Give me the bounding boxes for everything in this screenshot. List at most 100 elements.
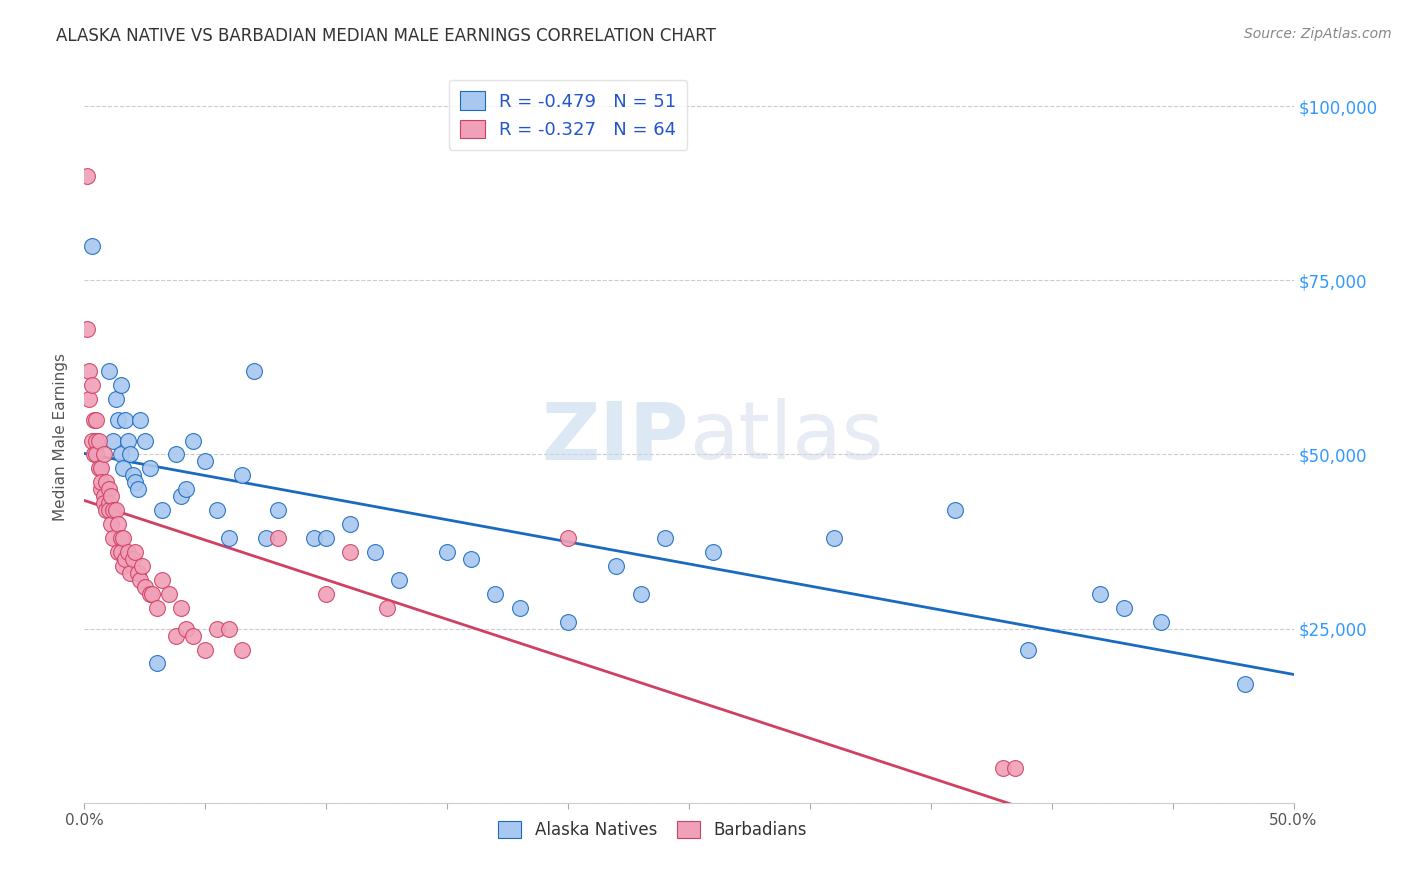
Point	[157, 587, 180, 601]
Point	[117, 434, 139, 448]
Point	[339, 545, 361, 559]
Text: ALASKA NATIVE VS BARBADIAN MEDIAN MALE EARNINGS CORRELATION CHART: ALASKA NATIVE VS BARBADIAN MEDIAN MALE E…	[56, 27, 716, 45]
Point	[100, 517, 122, 532]
Point	[110, 377, 132, 392]
Point	[110, 531, 132, 545]
Point	[557, 615, 579, 629]
Point	[76, 169, 98, 183]
Point	[112, 461, 135, 475]
Point	[131, 558, 153, 573]
Point	[110, 545, 132, 559]
Point	[86, 412, 108, 426]
Point	[207, 503, 229, 517]
Point	[174, 483, 197, 497]
Point	[484, 587, 506, 601]
Point	[1088, 587, 1111, 601]
Point	[218, 622, 240, 636]
Point	[90, 475, 112, 490]
Point	[112, 558, 135, 573]
Point	[94, 503, 117, 517]
Point	[104, 392, 127, 406]
Point	[77, 392, 100, 406]
Point	[121, 552, 143, 566]
Point	[231, 642, 253, 657]
Point	[127, 566, 149, 580]
Point	[388, 573, 411, 587]
Point	[146, 600, 169, 615]
Point	[170, 489, 193, 503]
Point	[90, 461, 112, 475]
Point	[174, 622, 197, 636]
Point	[267, 503, 290, 517]
Point	[302, 531, 325, 545]
Point	[194, 642, 217, 657]
Point	[141, 587, 163, 601]
Point	[363, 545, 385, 559]
Point	[150, 573, 173, 587]
Point	[509, 600, 531, 615]
Point	[127, 483, 149, 497]
Point	[86, 434, 108, 448]
Point	[138, 461, 160, 475]
Point	[114, 412, 136, 426]
Point	[654, 531, 676, 545]
Point	[80, 377, 103, 392]
Point	[80, 434, 103, 448]
Point	[107, 545, 129, 559]
Point	[557, 531, 579, 545]
Point	[107, 517, 129, 532]
Point	[150, 503, 173, 517]
Text: ZIP: ZIP	[541, 398, 689, 476]
Point	[129, 573, 152, 587]
Text: atlas: atlas	[689, 398, 883, 476]
Point	[93, 448, 115, 462]
Point	[181, 629, 204, 643]
Point	[207, 622, 229, 636]
Point	[1234, 677, 1257, 691]
Point	[134, 434, 156, 448]
Point	[103, 503, 125, 517]
Point	[315, 531, 337, 545]
Point	[97, 496, 120, 510]
Point	[943, 503, 966, 517]
Point	[83, 448, 105, 462]
Point	[218, 531, 240, 545]
Point	[97, 483, 120, 497]
Point	[146, 657, 169, 671]
Point	[315, 587, 337, 601]
Point	[86, 448, 108, 462]
Point	[702, 545, 724, 559]
Point	[170, 600, 193, 615]
Point	[83, 412, 105, 426]
Point	[129, 412, 152, 426]
Point	[267, 531, 290, 545]
Point	[121, 468, 143, 483]
Point	[1004, 761, 1026, 775]
Point	[242, 364, 264, 378]
Point	[77, 364, 100, 378]
Point	[117, 545, 139, 559]
Point	[605, 558, 627, 573]
Point	[124, 545, 146, 559]
Point	[181, 434, 204, 448]
Point	[94, 475, 117, 490]
Point	[103, 434, 125, 448]
Point	[460, 552, 482, 566]
Point	[97, 503, 120, 517]
Point	[97, 364, 120, 378]
Point	[80, 238, 103, 252]
Point	[124, 475, 146, 490]
Legend: Alaska Natives, Barbadians: Alaska Natives, Barbadians	[491, 814, 814, 846]
Point	[254, 531, 277, 545]
Point	[1114, 600, 1136, 615]
Point	[103, 531, 125, 545]
Point	[436, 545, 458, 559]
Point	[100, 489, 122, 503]
Point	[165, 448, 187, 462]
Point	[134, 580, 156, 594]
Point	[823, 531, 845, 545]
Point	[120, 448, 142, 462]
Point	[231, 468, 253, 483]
Point	[138, 587, 160, 601]
Point	[993, 761, 1015, 775]
